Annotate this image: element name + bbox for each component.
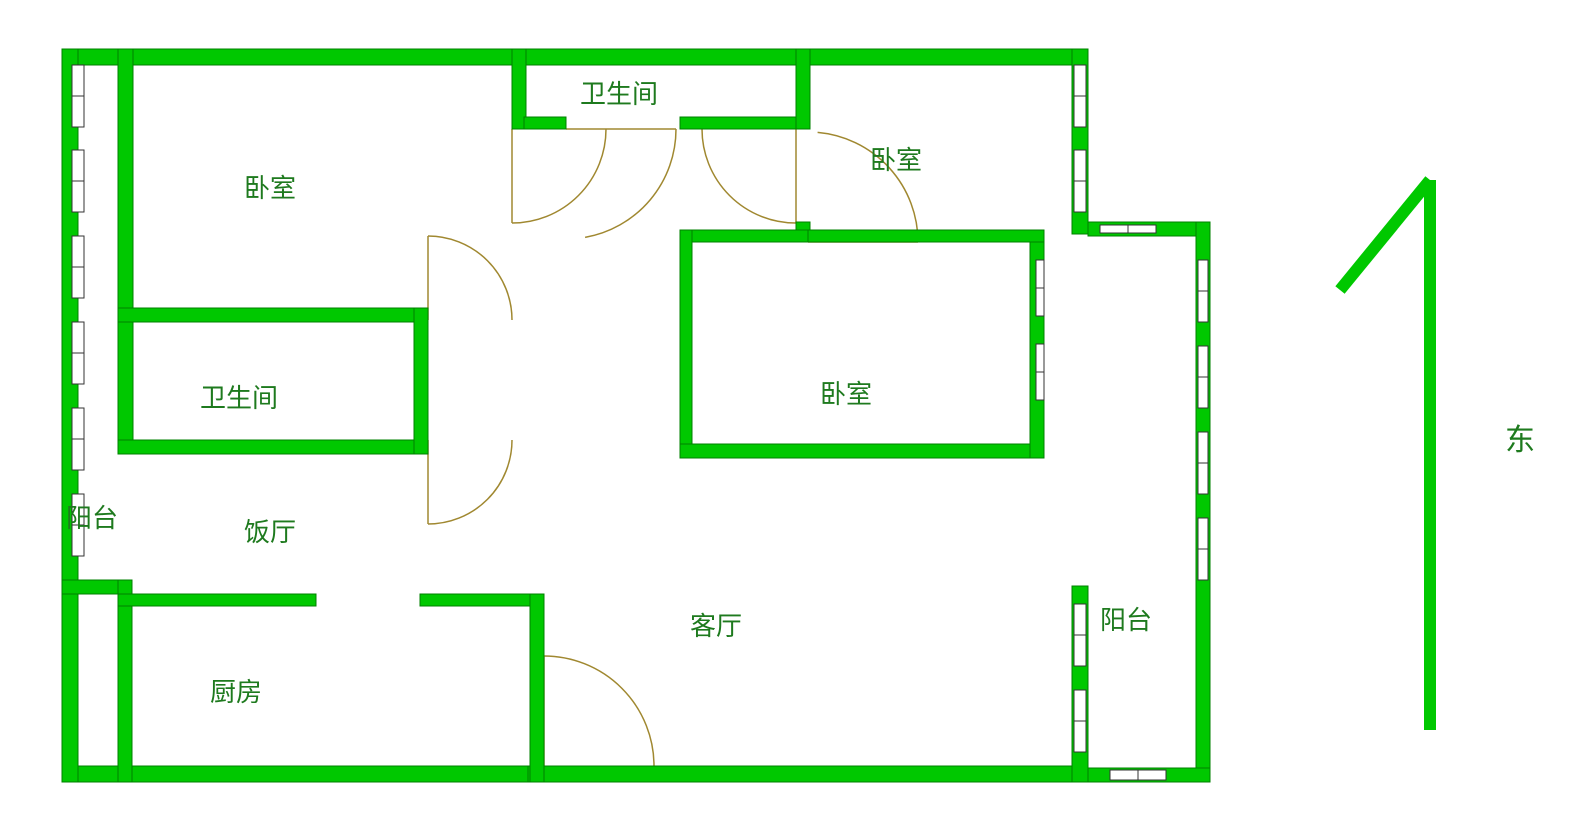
wall-segment [808,230,1044,242]
wall-segment [680,444,1042,458]
wall-segment [62,580,118,594]
floor-plan: 卧室卫生间卧室卫生间卧室阳台饭厅厨房客厅阳台东 [0,0,1578,830]
room-label: 卫生间 [580,79,658,109]
room-label: 卧室 [244,173,296,203]
wall-segment [530,594,544,782]
wall-segment [680,230,810,242]
wall-segment [680,230,692,456]
wall-segment [420,594,542,606]
wall-segment [796,49,810,129]
room-label: 客厅 [690,611,742,641]
wall-segment [118,594,316,606]
room-label: 厨房 [210,677,262,707]
wall-segment [118,440,428,454]
wall-segment [414,308,428,454]
wall-segment [118,594,132,782]
wall-segment [524,117,566,129]
room-label: 饭厅 [244,517,296,547]
wall-segment [680,117,810,129]
wall-segment [118,580,132,594]
room-label: 卧室 [820,379,872,409]
wall-segment [528,766,1088,782]
wall-segment [118,49,133,453]
wall-segment [808,49,1086,65]
room-label: 卫生间 [200,383,278,413]
wall-segment [524,49,808,65]
room-label: 卧室 [870,145,922,175]
room-label: 阳台 [66,503,118,533]
room-label: 阳台 [1100,605,1152,635]
compass-label: 东 [1505,424,1535,457]
wall-segment [118,308,418,322]
